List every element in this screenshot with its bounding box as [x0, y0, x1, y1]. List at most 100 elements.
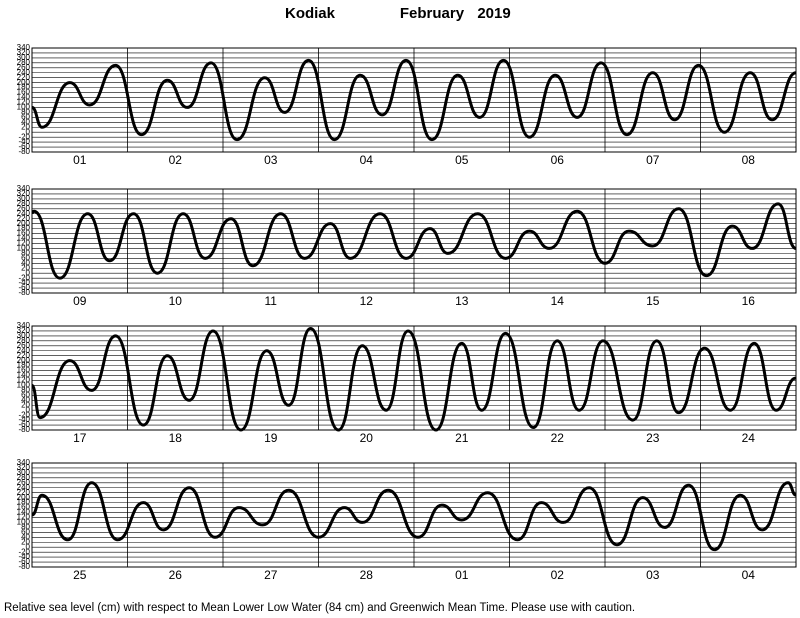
- day-label: 03: [646, 568, 660, 582]
- y-tick-label: 200: [17, 78, 31, 87]
- y-tick-label: 120: [17, 239, 31, 248]
- y-tick-label: 60: [21, 527, 30, 536]
- day-label: 09: [73, 294, 87, 308]
- y-tick-label: -40: [18, 415, 30, 424]
- y-tick-label: -80: [18, 288, 30, 297]
- y-tick-label: 20: [21, 537, 30, 546]
- tide-curve: [31, 481, 797, 552]
- y-tick-label: 20: [21, 400, 30, 409]
- y-tick-label: 40: [21, 258, 30, 267]
- day-label: 26: [169, 568, 183, 582]
- y-tick-label: 180: [17, 361, 31, 370]
- y-tick-label: 220: [17, 214, 31, 223]
- y-tick-label: 0: [26, 127, 31, 136]
- y-tick-label: 60: [21, 390, 30, 399]
- y-tick-label: 240: [17, 346, 31, 355]
- day-label: 08: [742, 153, 756, 167]
- tide-curve: [31, 202, 797, 280]
- day-label: 20: [360, 431, 374, 445]
- day-label: 19: [264, 431, 278, 445]
- day-label: 05: [455, 153, 469, 167]
- y-tick-label: 260: [17, 341, 31, 350]
- y-tick-label: 80: [21, 107, 30, 116]
- day-label: 10: [169, 294, 183, 308]
- footnote: Relative sea level (cm) with respect to …: [4, 602, 635, 614]
- y-tick-label: -40: [18, 137, 30, 146]
- y-tick-label: -20: [18, 547, 30, 556]
- y-tick-label: -20: [18, 273, 30, 282]
- y-tick-label: 220: [17, 351, 31, 360]
- y-tick-label: 140: [17, 508, 31, 517]
- y-tick-label: 160: [17, 366, 31, 375]
- day-label: 14: [551, 294, 565, 308]
- y-tick-label: -20: [18, 410, 30, 419]
- y-tick-label: 260: [17, 478, 31, 487]
- y-tick-label: 60: [21, 253, 30, 262]
- y-tick-label: 280: [17, 199, 31, 208]
- y-tick-label: 260: [17, 204, 31, 213]
- y-tick-label: 300: [17, 194, 31, 203]
- day-label: 04: [742, 568, 756, 582]
- day-label: 25: [73, 568, 87, 582]
- title-month: February: [400, 5, 465, 22]
- y-tick-label: 220: [17, 73, 31, 82]
- y-tick-label: -20: [18, 132, 30, 141]
- day-label: 28: [360, 568, 374, 582]
- y-tick-label: 100: [17, 518, 31, 527]
- y-tick-label: 40: [21, 395, 30, 404]
- y-tick-label: 240: [17, 68, 31, 77]
- y-tick-label: 40: [21, 117, 30, 126]
- y-tick-label: 200: [17, 356, 31, 365]
- day-label: 13: [455, 294, 469, 308]
- y-tick-label: -60: [18, 142, 30, 151]
- day-label: 01: [73, 153, 87, 167]
- y-tick-label: -80: [18, 562, 30, 571]
- y-tick-label: -60: [18, 283, 30, 292]
- y-tick-label: 280: [17, 336, 31, 345]
- y-tick-label: 120: [17, 98, 31, 107]
- y-tick-label: 240: [17, 209, 31, 218]
- y-tick-label: -80: [18, 147, 30, 156]
- day-label: 21: [455, 431, 469, 445]
- y-tick-label: 80: [21, 522, 30, 531]
- day-label: 12: [360, 294, 374, 308]
- y-tick-label: 240: [17, 483, 31, 492]
- y-tick-label: 300: [17, 331, 31, 340]
- y-tick-label: 80: [21, 248, 30, 257]
- y-tick-label: 280: [17, 473, 31, 482]
- y-tick-label: 300: [17, 53, 31, 62]
- day-label: 07: [646, 153, 660, 167]
- y-tick-label: 140: [17, 371, 31, 380]
- y-tick-label: 280: [17, 58, 31, 67]
- y-tick-label: 320: [17, 463, 31, 472]
- y-tick-label: -40: [18, 552, 30, 561]
- day-label: 01: [455, 568, 469, 582]
- y-tick-label: 160: [17, 88, 31, 97]
- day-label: 18: [169, 431, 183, 445]
- y-tick-label: 60: [21, 112, 30, 121]
- y-tick-label: -80: [18, 425, 30, 434]
- y-tick-label: 100: [17, 103, 31, 112]
- y-tick-label: 0: [26, 542, 31, 551]
- y-tick-label: 220: [17, 488, 31, 497]
- y-tick-label: 100: [17, 244, 31, 253]
- y-tick-label: 340: [17, 184, 31, 193]
- y-tick-label: 180: [17, 83, 31, 92]
- day-label: 17: [73, 431, 87, 445]
- day-label: 02: [551, 568, 565, 582]
- y-tick-label: 80: [21, 385, 30, 394]
- y-tick-label: 200: [17, 493, 31, 502]
- y-tick-label: 180: [17, 224, 31, 233]
- day-label: 02: [169, 153, 183, 167]
- y-tick-label: 140: [17, 93, 31, 102]
- y-tick-label: 320: [17, 189, 31, 198]
- y-tick-label: 340: [17, 321, 31, 330]
- y-tick-label: 0: [26, 268, 31, 277]
- day-label: 24: [742, 431, 756, 445]
- y-tick-label: 160: [17, 503, 31, 512]
- tide-curve: [30, 326, 797, 432]
- day-label: 15: [646, 294, 660, 308]
- plot-frame: [31, 47, 797, 153]
- day-label: 06: [551, 153, 565, 167]
- day-label: 03: [264, 153, 278, 167]
